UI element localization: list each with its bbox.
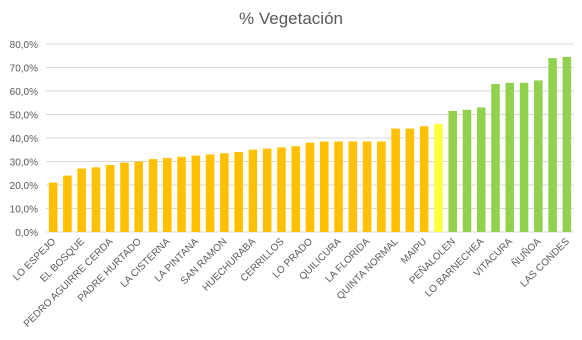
y-tick-label: 0,0% (15, 228, 38, 239)
y-tick-label: 30,0% (10, 158, 38, 169)
y-tick-label: 80,0% (10, 40, 38, 51)
chart-title: % Vegetación (239, 9, 343, 28)
bar (163, 157, 172, 232)
y-tick-label: 70,0% (10, 64, 38, 75)
bar (419, 126, 429, 232)
bar (562, 56, 572, 232)
bar (434, 123, 443, 232)
bar (291, 146, 301, 232)
bar (319, 141, 329, 232)
bar (77, 168, 86, 232)
bar (63, 175, 72, 232)
bar (134, 161, 144, 232)
bar (462, 109, 472, 232)
bar (405, 128, 415, 232)
bar (234, 152, 243, 232)
bar (476, 107, 486, 232)
y-tick-label: 10,0% (10, 205, 38, 216)
y-tick-label: 20,0% (10, 181, 38, 192)
bar (205, 154, 215, 232)
bar (377, 141, 386, 232)
y-tick-label: 50,0% (10, 111, 38, 122)
bar (362, 141, 372, 232)
bar (277, 147, 286, 232)
bar (91, 167, 101, 232)
bar (534, 80, 543, 232)
bar (548, 58, 557, 232)
y-tick-label: 40,0% (10, 134, 38, 145)
bar (391, 128, 400, 232)
bar (348, 141, 358, 232)
bar (262, 148, 272, 232)
bar (120, 162, 129, 232)
bar (448, 110, 457, 232)
bar (177, 156, 186, 232)
bar (305, 142, 315, 232)
bar (105, 165, 115, 232)
bar (148, 159, 158, 232)
bar (334, 141, 343, 232)
bar (48, 182, 58, 232)
x-tick-label: LA CISTERNA (119, 236, 173, 290)
bar (220, 153, 229, 232)
y-tick-label: 60,0% (10, 87, 38, 98)
bar (491, 83, 500, 232)
bar (505, 82, 515, 233)
bar (519, 82, 529, 233)
bar (191, 155, 201, 232)
bar (248, 149, 258, 232)
